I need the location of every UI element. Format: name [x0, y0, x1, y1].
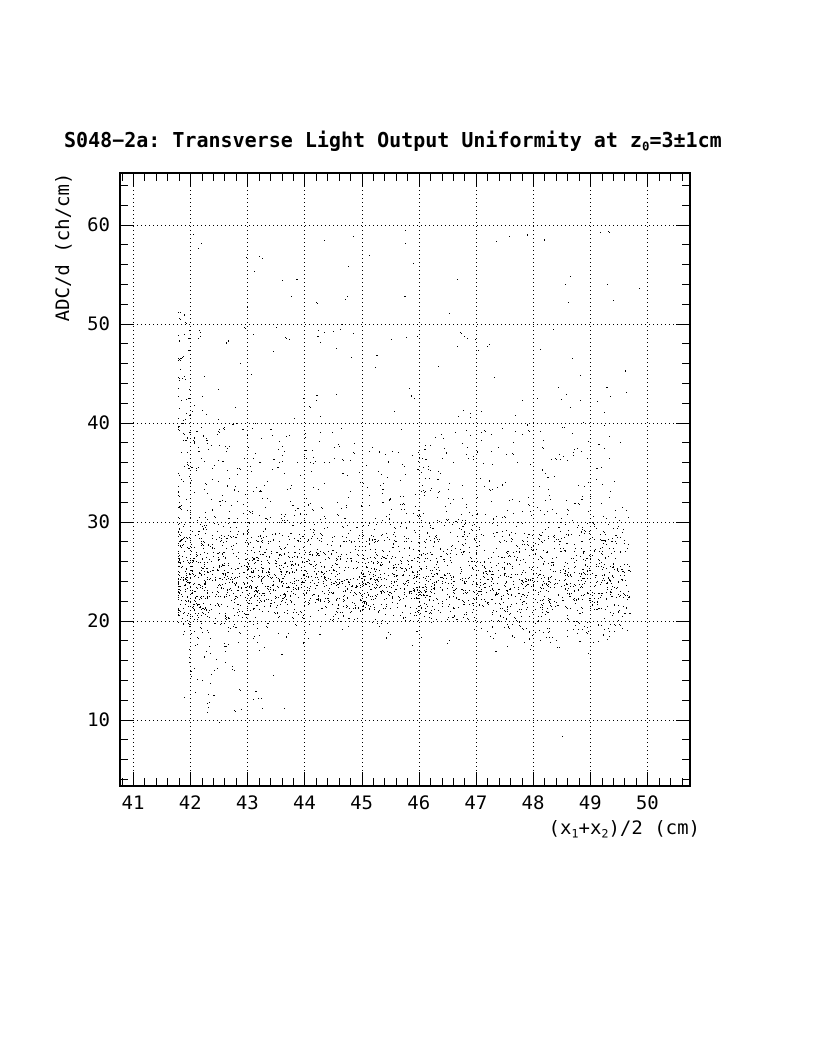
- x-tick-label: 43: [235, 792, 259, 814]
- y-tick-label: 40: [87, 411, 110, 434]
- subscript-text: 1: [571, 826, 579, 841]
- x-axis-label: (x1+x2)/2 (cm): [400, 817, 700, 840]
- y-tick-label: 20: [87, 609, 110, 632]
- x-tick-label: 45: [350, 792, 373, 814]
- label-text: S048−2a: Transverse Light Output Uniform…: [64, 128, 642, 152]
- y-tick-label: 50: [87, 312, 110, 335]
- x-tick-label: 42: [178, 792, 202, 814]
- chart-title: S048−2a: Transverse Light Output Uniform…: [64, 128, 722, 154]
- subscript-text: 2: [601, 826, 609, 841]
- x-tick-label: 48: [521, 792, 545, 814]
- plot-frame: [119, 172, 691, 787]
- x-tick-label: 41: [121, 792, 145, 814]
- x-tick-label: 50: [635, 792, 659, 814]
- y-tick-label: 30: [87, 510, 110, 533]
- x-tick-label: 47: [464, 792, 488, 814]
- label-text: )/2 (cm): [608, 817, 700, 839]
- x-tick-label: 44: [292, 792, 316, 814]
- y-tick-label: 10: [87, 708, 110, 731]
- subscript-text: 0: [641, 138, 650, 154]
- y-tick-label: 60: [87, 213, 110, 236]
- label-text: +x: [578, 817, 602, 839]
- label-text: =3±1cm: [649, 128, 722, 152]
- label-text: (x: [548, 817, 572, 839]
- x-tick-label: 46: [407, 792, 431, 814]
- scatter-canvas: [121, 174, 689, 785]
- y-axis-label: ADC/d (ch/cm): [52, 172, 74, 322]
- x-tick-label: 49: [578, 792, 602, 814]
